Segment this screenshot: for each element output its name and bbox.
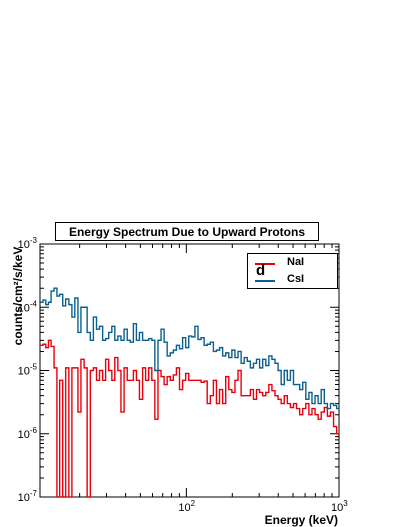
legend: NaI CsI xyxy=(247,253,338,289)
series-layer xyxy=(40,287,339,498)
legend-label-nai: NaI xyxy=(287,256,305,268)
x-axis-label: Energy (keV) xyxy=(264,513,338,527)
y-tick-label: 10-3 xyxy=(18,236,38,251)
y-tick-label: 10-7 xyxy=(18,489,38,504)
series-line-nai xyxy=(40,339,339,498)
x-tick-label: 102 xyxy=(178,499,195,514)
legend-swatch-csi xyxy=(255,280,275,282)
y-axis-label: counts/cm²/s/keV xyxy=(11,246,25,346)
legend-entry-nai: NaI xyxy=(248,255,337,271)
y-tick-label: 10-4 xyxy=(18,299,38,314)
legend-label-csi: CsI xyxy=(287,273,305,285)
chart-title: Energy Spectrum Due to Upward Protons xyxy=(55,222,319,241)
panel-label: d xyxy=(256,262,266,279)
y-tick-label: 10-6 xyxy=(18,426,38,441)
x-tick-label: 103 xyxy=(331,499,348,514)
tick-labels: 10-7 10-6 10-5 10-4 10-3 102 103 xyxy=(18,236,349,514)
series-line-csi xyxy=(40,287,339,410)
legend-entry-csi: CsI xyxy=(248,272,337,288)
legend-swatch-nai xyxy=(255,263,275,265)
y-tick-label: 10-5 xyxy=(18,363,38,378)
